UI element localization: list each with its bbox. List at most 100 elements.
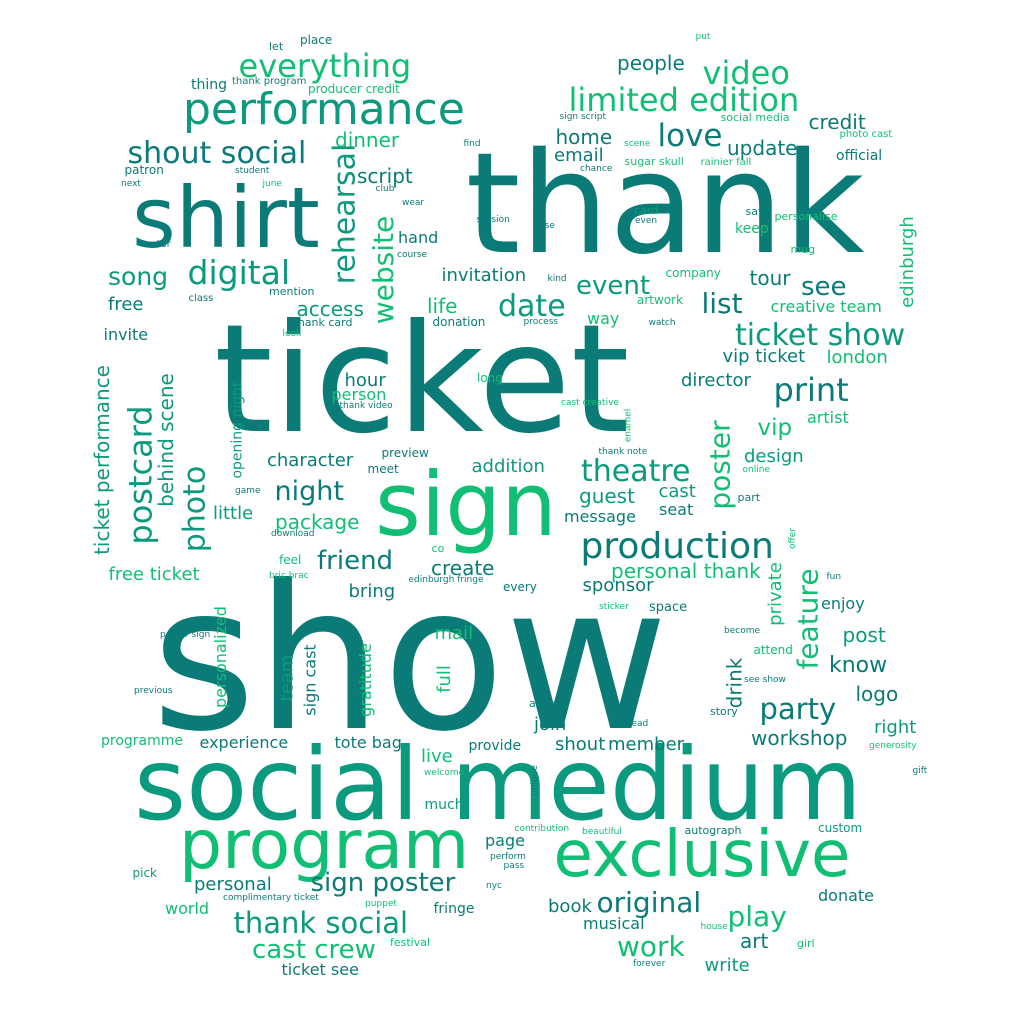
cloud-word: guest: [579, 484, 635, 508]
cloud-word: postcard: [121, 405, 160, 545]
cloud-word: session: [476, 214, 510, 225]
cloud-word: thank program: [232, 76, 307, 87]
cloud-word: welcome: [424, 767, 465, 778]
cloud-word: production: [580, 526, 774, 567]
cloud-word: rainier fall: [700, 157, 752, 168]
cloud-word: life: [427, 294, 458, 318]
cloud-word: shirt: [132, 169, 320, 267]
cloud-word: poster sign: [160, 629, 211, 640]
cloud-word: album: [529, 696, 564, 710]
cloud-word: programme: [101, 733, 184, 749]
cloud-word: photo: [176, 465, 212, 553]
cloud-word: design: [744, 446, 804, 467]
cloud-word: enjoy: [821, 594, 865, 613]
cloud-word: director: [681, 370, 751, 391]
cloud-word: gratitude: [355, 643, 375, 717]
cloud-word: poster: [703, 420, 737, 510]
cloud-word: behind scene: [153, 373, 178, 507]
cloud-word: full: [433, 665, 455, 693]
cloud-word: autograph: [684, 823, 742, 837]
cloud-word: place: [300, 33, 333, 47]
cloud-word: creative team: [770, 297, 882, 316]
cloud-word: book: [548, 896, 592, 917]
cloud-word: live: [421, 746, 453, 767]
cloud-word: ticket: [214, 293, 630, 467]
cloud-word: scene: [624, 138, 651, 149]
cloud-word: ticket see: [281, 960, 359, 979]
cloud-word: print: [773, 371, 849, 409]
cloud-word: co: [431, 541, 445, 555]
cloud-word: cast creative: [561, 397, 619, 408]
cloud-word: artwork: [637, 293, 684, 307]
cloud-word: access: [296, 297, 364, 321]
cloud-word: art: [740, 929, 769, 953]
cloud-word: house: [700, 921, 728, 932]
cloud-word: forever: [633, 958, 666, 969]
cloud-word: feature: [791, 568, 825, 670]
cloud-word: personalized: [210, 606, 230, 708]
cloud-word: experience: [199, 733, 289, 752]
cloud-word: keep: [735, 221, 769, 237]
cloud-word: cast crew: [252, 935, 376, 965]
cloud-word: girl: [797, 936, 815, 950]
cloud-word: create: [431, 556, 495, 580]
cloud-word: let: [269, 39, 284, 53]
cloud-word: company: [665, 266, 721, 280]
cloud-word: contribution: [514, 823, 570, 834]
cloud-word: opening night: [229, 381, 246, 479]
cloud-word: mail: [434, 623, 474, 644]
cloud-word: musical: [583, 914, 645, 933]
cloud-word: meet: [367, 462, 399, 476]
cloud-word: long: [477, 371, 503, 385]
cloud-word: email: [554, 145, 604, 166]
cloud-word: private: [764, 562, 786, 626]
cloud-word: thing: [191, 77, 228, 93]
cloud-word: download: [271, 528, 315, 539]
cloud-word: class: [188, 293, 214, 304]
cloud-word: character: [267, 450, 354, 471]
cloud-word: theatre: [581, 454, 691, 489]
cloud-word: bring: [348, 581, 396, 602]
cloud-word: love: [657, 117, 723, 154]
cloud-word: story: [710, 704, 738, 718]
cloud-word: script: [357, 164, 413, 188]
cloud-word: wear: [402, 197, 425, 208]
cloud-word: read: [628, 718, 649, 729]
cloud-word: kind: [547, 273, 567, 284]
cloud-word: social medium: [134, 726, 862, 843]
cloud-word: base: [533, 220, 555, 231]
cloud-word: process: [523, 316, 559, 327]
cloud-word: social media: [720, 110, 790, 124]
cloud-word: card: [634, 203, 659, 217]
cloud-word: pass: [503, 860, 525, 871]
cloud-word: even: [635, 215, 658, 226]
cloud-word: generosity: [869, 740, 917, 751]
cloud-word: cast: [658, 481, 696, 502]
cloud-word: provide: [468, 738, 522, 754]
cloud-word: sponsor: [582, 575, 654, 596]
cloud-word: right: [874, 717, 917, 738]
cloud-word: june: [262, 178, 282, 189]
cloud-word: thank: [465, 123, 865, 286]
cloud-word: play: [727, 900, 787, 933]
cloud-word: invite: [103, 325, 149, 344]
cloud-word: perform: [490, 851, 526, 862]
cloud-word: credit: [808, 110, 866, 134]
cloud-word: drink: [721, 657, 746, 709]
cloud-word: much: [424, 797, 464, 813]
cloud-word: patron: [124, 163, 164, 177]
cloud-word: donate: [818, 886, 875, 905]
cloud-word: every: [503, 580, 537, 594]
cloud-word: way: [587, 309, 620, 328]
cloud-word: unique: [529, 764, 540, 796]
cloud-word: message: [564, 507, 636, 526]
cloud-word: date: [498, 289, 566, 324]
cloud-word: see: [801, 272, 847, 302]
cloud-word: sign: [375, 453, 557, 556]
cloud-word: mention: [269, 284, 315, 298]
cloud-word: rehearsal: [326, 143, 362, 285]
cloud-word: club: [375, 183, 395, 194]
cloud-word: website: [367, 215, 401, 325]
cloud-word: say: [745, 204, 765, 218]
